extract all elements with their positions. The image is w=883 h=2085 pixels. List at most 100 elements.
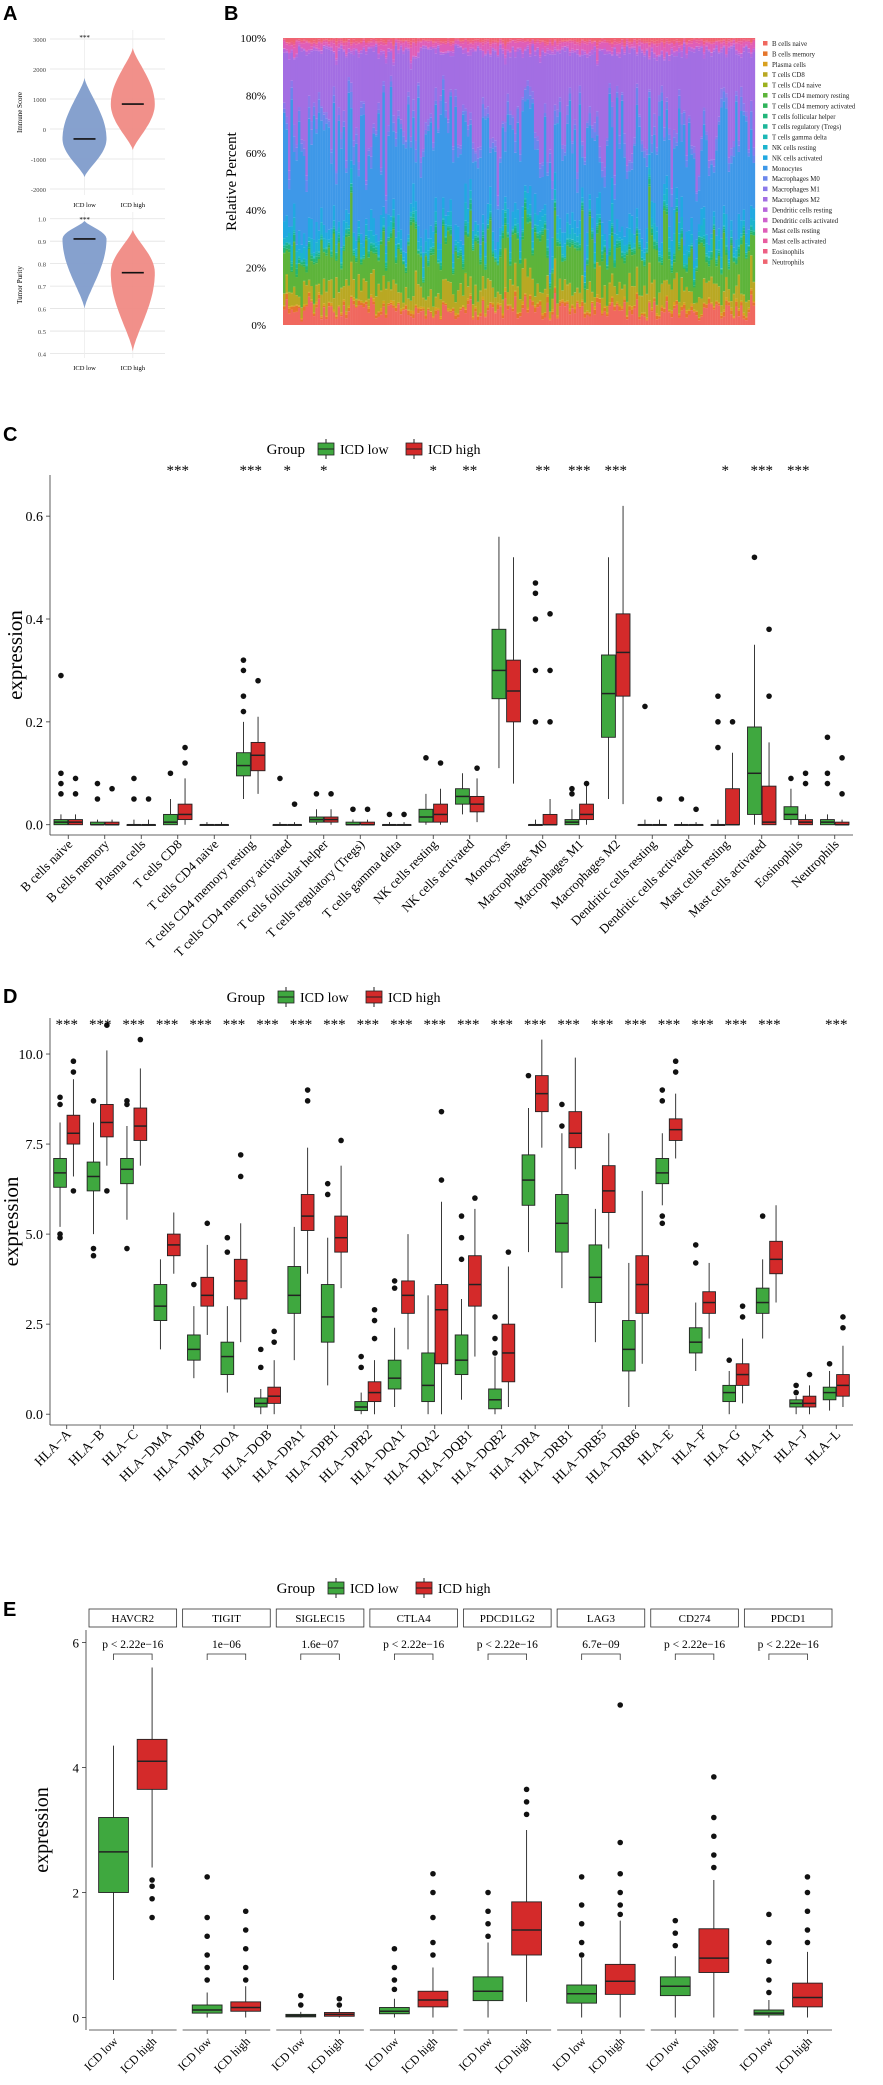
bar-segment-mast-cells-activated (687, 40, 691, 44)
outlier-point (401, 811, 407, 818)
bar-segment-t-cells-cd4-memory-resting (673, 262, 676, 279)
bar-segment-dendritic-cells-resting (305, 51, 308, 56)
bar-segment-dendritic-cells-resting (695, 46, 699, 50)
bar-segment-mast-cells-resting (663, 47, 666, 58)
bar-segment-t-cells-cd4-memory-activated (369, 249, 373, 252)
bar-segment-macrophages-m0 (715, 139, 718, 151)
bar-segment-t-cells-cd8 (419, 287, 423, 307)
bar-segment-t-cells-follicular-helper (427, 262, 430, 266)
bar-segment-monocytes (556, 123, 559, 216)
bar-segment-dendritic-cells-resting (285, 51, 289, 53)
bar-segment-t-cells-cd4-memory-resting (558, 246, 562, 279)
bar-segment-eosinophils (615, 40, 619, 43)
bar-segment-t-cells-cd4-memory-resting (459, 256, 463, 284)
bar-segment-macrophages-m1 (605, 137, 609, 141)
bar-segment-t-cells-cd4-memory-activated (352, 254, 356, 256)
bar-segment-mast-cells-activated (285, 42, 289, 45)
bar-segment-t-cells-cd4-naive (389, 289, 393, 291)
bar-segment-mast-cells-resting (633, 41, 636, 47)
bar-segment-t-cells-regulatory-tregs (377, 256, 381, 258)
bar-segment-macrophages-m1 (610, 101, 614, 107)
bar-segment-nk-cells-activated (283, 221, 286, 239)
bar-segment-nk-cells-activated (422, 252, 425, 268)
bar-segment-b-cells-memory (742, 315, 746, 319)
bar-segment-t-cells-follicular-helper (643, 261, 646, 266)
bar-segment-nk-cells-activated (486, 203, 490, 220)
bar-segment-nk-cells-resting (292, 217, 296, 231)
bar-segment-dendritic-cells-resting (596, 63, 599, 66)
bar-segment-plasma-cells (668, 309, 671, 312)
bar-segment-nk-cells-resting (451, 262, 455, 268)
bar-segment-nk-cells-resting (335, 244, 338, 253)
bar-segment-t-cells-gamma-delta (337, 232, 341, 235)
bar-segment-t-cells-cd8 (369, 273, 373, 295)
bar-segment-macrophages-m1 (541, 162, 544, 166)
bar-segment-nk-cells-resting (643, 252, 646, 260)
bar-segment-dendritic-cells-resting (643, 54, 646, 57)
bar-segment-monocytes (461, 114, 465, 245)
legend-swatch-eosinophils (763, 249, 768, 254)
bar-segment-nk-cells-activated (578, 220, 582, 234)
bar-segment-mast-cells-resting (449, 45, 453, 51)
bar-segment-t-cells-follicular-helper (615, 243, 619, 247)
bar-segment-macrophages-m0 (397, 115, 400, 119)
bar-segment-mast-cells-resting (660, 42, 664, 51)
bar-segment-t-cells-follicular-helper (608, 251, 612, 256)
bar-segment-dendritic-cells-activated (429, 46, 433, 48)
bar-segment-eosinophils (474, 39, 477, 41)
bar-segment-macrophages-m1 (623, 133, 626, 144)
bar-segment-dendritic-cells-resting (419, 47, 423, 51)
bar-segment-mast-cells-activated (379, 41, 383, 45)
bar-segment-eosinophils (538, 40, 542, 43)
bar-segment-macrophages-m2 (382, 53, 385, 82)
bar-segment-plasma-cells (444, 302, 448, 304)
bar-segment-t-cells-regulatory-tregs (504, 212, 507, 218)
bar-segment-macrophages-m2 (665, 53, 669, 98)
bar-segment-b-cells-naive (640, 315, 644, 325)
bar-segment-nk-cells-resting (422, 267, 425, 278)
bar-segment-nk-cells-resting (645, 242, 649, 249)
bar-segment-t-cells-cd4-naive (360, 290, 363, 292)
bar-segment-b-cells-memory (451, 308, 455, 312)
bar-segment-t-cells-cd8 (506, 292, 510, 305)
bar-segment-neutrophils (546, 38, 549, 43)
bar-segment-neutrophils (586, 38, 589, 41)
bar-segment-plasma-cells (330, 302, 333, 306)
box-icd-low-hla-drb6 (622, 1262, 636, 1407)
bar-segment-macrophages-m0 (583, 161, 587, 165)
bar-segment-t-cells-cd4-memory-activated (285, 248, 289, 251)
bar-segment-macrophages-m0 (561, 148, 564, 161)
bar-segment-t-cells-cd4-naive (566, 284, 569, 286)
bar-segment-b-cells-naive (285, 299, 289, 325)
bar-segment-t-cells-gamma-delta (295, 263, 299, 265)
bar-segment-t-cells-regulatory-tregs (297, 257, 301, 260)
bar-segment-dendritic-cells-activated (454, 43, 458, 45)
bar-segment-nk-cells-resting (511, 226, 515, 230)
bar-segment-dendritic-cells-activated (506, 49, 510, 51)
bar-segment-eosinophils (372, 38, 376, 41)
bar-segment-plasma-cells (454, 312, 458, 316)
bar-segment-b-cells-naive (469, 299, 472, 325)
bar-segment-macrophages-m0 (521, 99, 525, 112)
bar-segment-eosinophils (600, 38, 604, 42)
bar-segment-dendritic-cells-activated (600, 49, 604, 50)
bar-segment-macrophages-m2 (648, 59, 651, 90)
bar-segment-mast-cells-activated (732, 39, 736, 41)
box-iqr (187, 1334, 201, 1361)
bar-segment-monocytes (466, 136, 470, 209)
box-iqr (100, 1103, 114, 1138)
bar-segment-macrophages-m0 (486, 113, 490, 118)
bar-segment-dendritic-cells-resting (521, 53, 525, 58)
bar-segment-b-cells-naive (608, 306, 612, 325)
bar-segment-neutrophils (389, 38, 393, 39)
bar-segment-t-cells-regulatory-tregs (374, 247, 378, 250)
bar-segment-b-cells-memory (538, 301, 542, 306)
bar-segment-mast-cells-resting (613, 44, 617, 48)
bar-segment-b-cells-memory (412, 314, 415, 319)
bar-segment-t-cells-follicular-helper (668, 251, 671, 256)
bar-segment-t-cells-cd8 (360, 291, 363, 301)
bar-segment-macrophages-m2 (451, 56, 455, 147)
bar-segment-dendritic-cells-activated (553, 47, 557, 50)
outlier-point (131, 775, 137, 782)
bar-segment-b-cells-memory (648, 301, 651, 303)
